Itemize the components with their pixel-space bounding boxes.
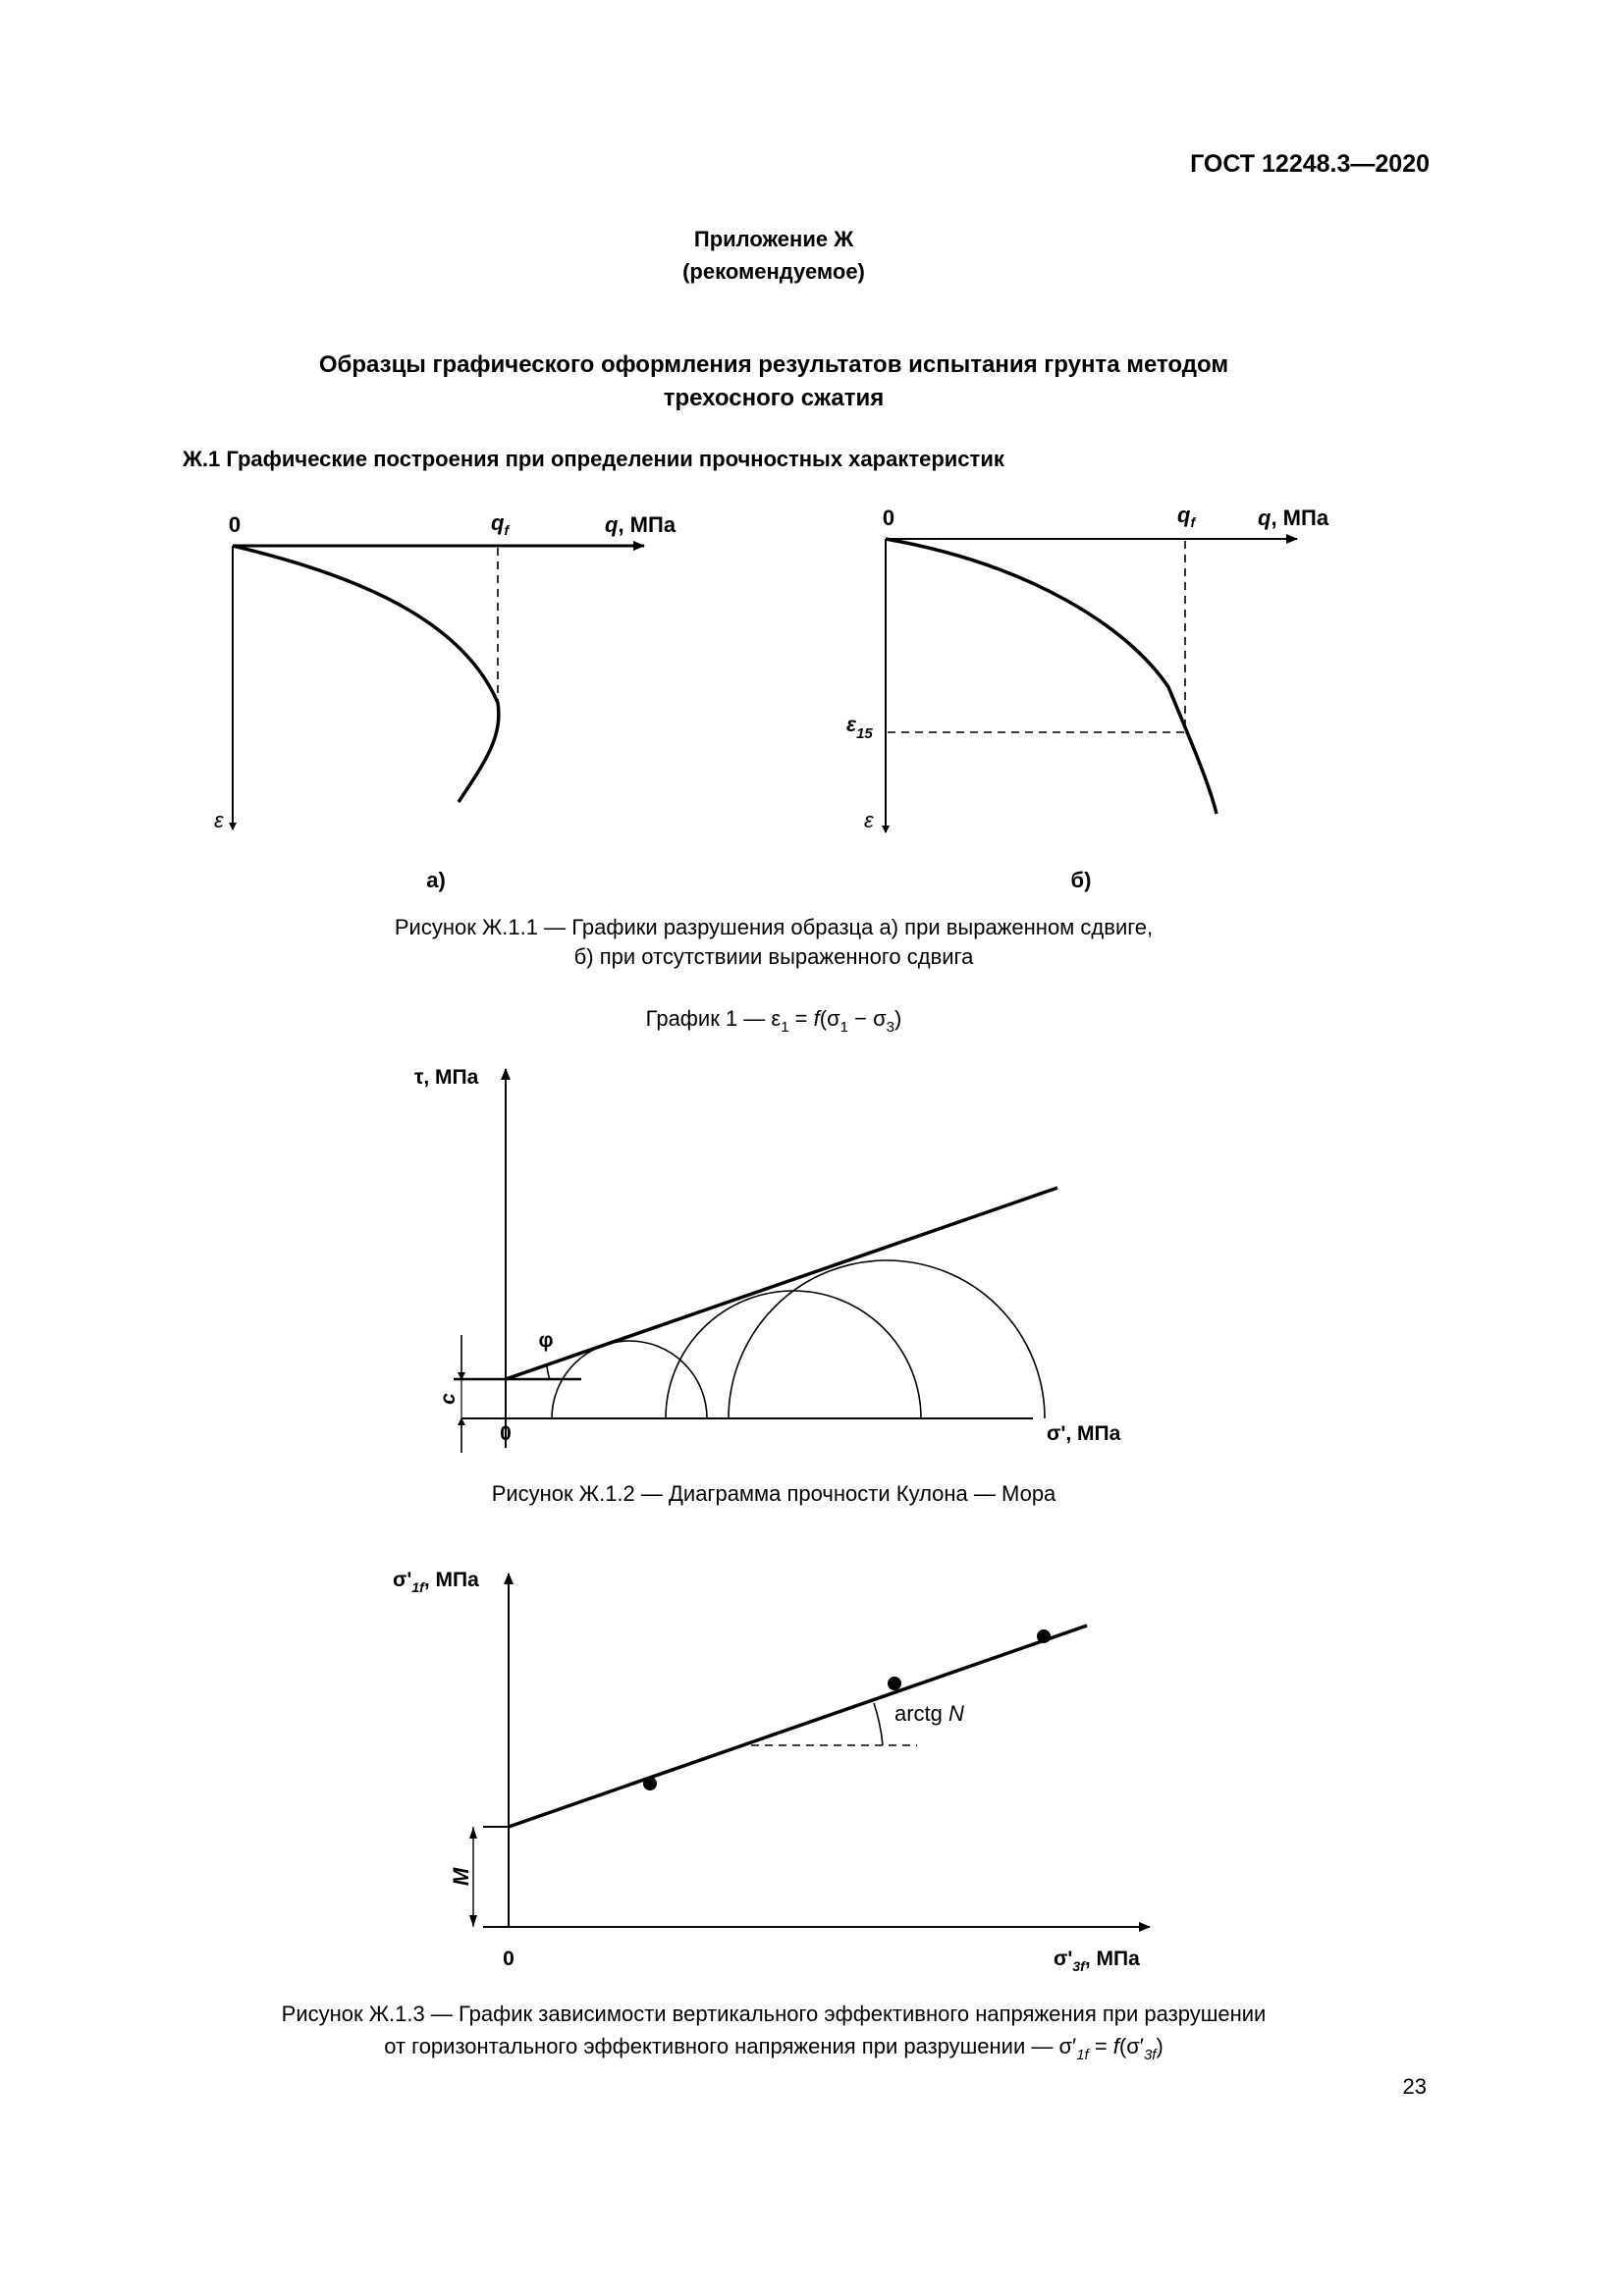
figure-3-caption-line1: Рисунок Ж.1.3 — График зависимости верти… [282, 2002, 1267, 2026]
strength-envelope [505, 1186, 1058, 1381]
figure-1-caption-line2: б) при отсутствиии выраженного сдвига [574, 944, 974, 969]
sigma-axis-label: σ', МПа [1047, 1422, 1121, 1445]
figure-1-caption-line1: Рисунок Ж.1.1 — Графики разрушения образ… [395, 915, 1153, 939]
arctg-angle-arc [873, 1702, 884, 1746]
origin-label: 0 [503, 1948, 514, 1970]
origin-label: 0 [883, 506, 894, 530]
graph-note: График 1 — ε1 = f(σ1 − σ3) [646, 1006, 902, 1036]
qf-label: qf [491, 510, 510, 538]
failure-curve [232, 544, 501, 803]
y-axis-label: σ'1f, МПа [393, 1569, 479, 1595]
x-axis-label: q, МПа [1258, 506, 1329, 530]
standard-number: ГОСТ 12248.3—2020 [1190, 150, 1430, 178]
x-axis-label: q, МПа [605, 512, 677, 537]
figure-2-caption: Рисунок Ж.1.2 — Диаграмма прочности Куло… [492, 1481, 1056, 1506]
y-axis-label: ε [864, 808, 874, 832]
m-label: M [449, 1867, 473, 1886]
figure-1a: 0 qf q, МПа ε а) [214, 510, 677, 892]
appendix-status: (рекомендуемое) [682, 259, 865, 284]
regression-line [508, 1624, 1088, 1829]
data-point [643, 1777, 657, 1790]
figure-3-caption-line2: от горизонтального эффективного напряжен… [384, 2034, 1164, 2063]
section-heading: Ж.1 Графические построения при определен… [182, 447, 1005, 471]
panel-label-b: б) [1071, 868, 1092, 892]
document-title-line2: трехосного сжатия [664, 385, 885, 411]
figure-1b: 0 qf q, МПа ε15 ε б) [846, 503, 1329, 892]
appendix-title: Приложение Ж [694, 227, 853, 251]
y-axis-label: ε [214, 808, 224, 832]
mohr-circle-1 [551, 1340, 708, 1419]
origin-label: 0 [229, 512, 241, 537]
page-number: 23 [1403, 2074, 1427, 2099]
qf-label: qf [1177, 503, 1196, 530]
panel-label-a: а) [426, 868, 446, 892]
figure-3-sigma1-vs-sigma3: M arctg N σ'1f, МПа 0 σ'3f, МПа [393, 1569, 1151, 1974]
phi-label: φ [538, 1329, 553, 1352]
m-dimension-arrows [469, 1827, 477, 1927]
phi-angle-arc [546, 1363, 551, 1380]
data-point [888, 1677, 901, 1690]
data-point [1037, 1629, 1051, 1643]
x-axis-label: σ'3f, МПа [1054, 1948, 1140, 1974]
tau-axis-label: τ, МПа [414, 1066, 479, 1089]
figure-2-mohr-coulomb: φ c τ, МПа 0 σ', МПа [414, 1066, 1121, 1453]
document-title-line1: Образцы графического оформления результа… [319, 351, 1228, 378]
origin-label: 0 [500, 1422, 512, 1445]
c-label: c [437, 1393, 460, 1405]
failure-curve [885, 537, 1218, 815]
arctg-label: arctg N [894, 1701, 964, 1726]
eps15-label: ε15 [846, 714, 873, 742]
mohr-circle-3 [728, 1259, 1046, 1419]
